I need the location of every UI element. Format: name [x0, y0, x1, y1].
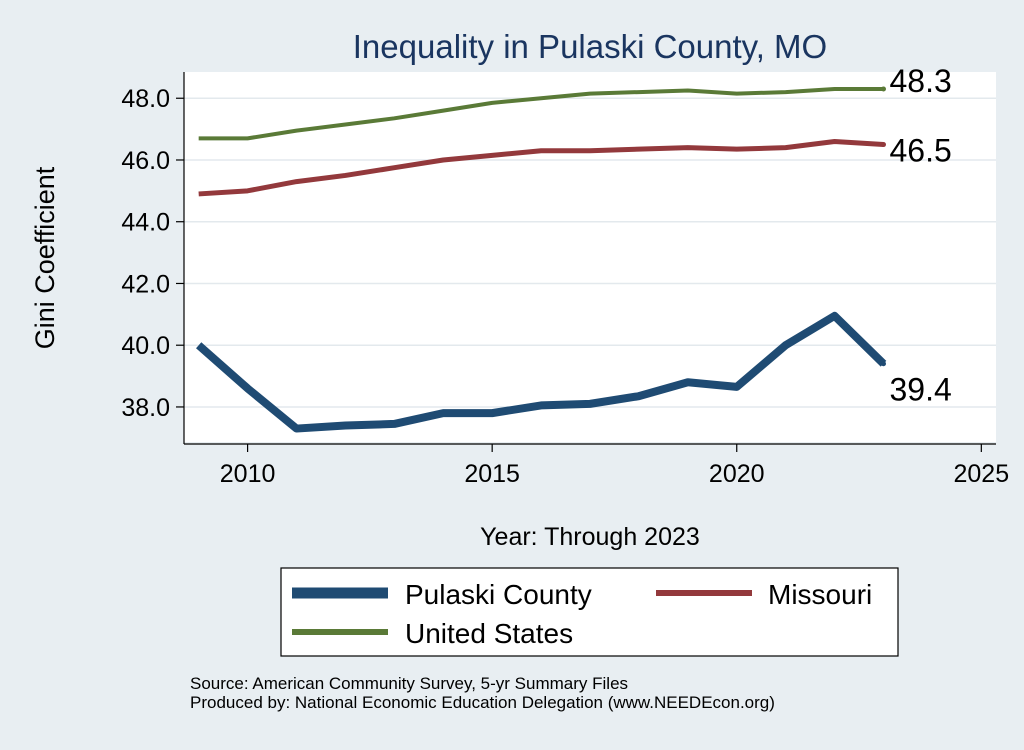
series-line-pulaski-county: [196, 311, 887, 433]
end-labels: 39.4 46.5 48.3: [889, 63, 951, 408]
series-line-missouri: [198, 138, 884, 197]
legend-label-missouri: Missouri: [768, 579, 872, 610]
y-tick-label: 40.0: [121, 332, 170, 360]
x-tick-label: 2015: [464, 460, 520, 488]
end-point-pulaski-county: [880, 361, 886, 367]
x-ticks: 2010 2015 2020 2025: [220, 444, 1009, 488]
legend-label-united-states: United States: [405, 618, 573, 649]
x-tick-label: 2025: [954, 460, 1010, 488]
legend-box: [280, 567, 899, 657]
y-ticks: 38.0 40.0 42.0 44.0 46.0 48.0: [121, 85, 184, 422]
y-axis-title: Gini Coefficient: [30, 166, 60, 349]
x-axis-title: Year: Through 2023: [480, 523, 700, 551]
series-line-united-states: [198, 86, 884, 141]
series-layer: [196, 86, 887, 433]
end-label-united-states: 48.3: [889, 63, 951, 99]
y-tick-label: 38.0: [121, 394, 170, 422]
legend: Pulaski County Missouri United States: [280, 567, 899, 657]
end-label-missouri: 46.5: [889, 133, 951, 169]
y-tick-label: 48.0: [121, 85, 170, 113]
plot-area: [184, 72, 996, 442]
end-label-pulaski-county: 39.4: [889, 372, 951, 408]
x-tick-label: 2010: [220, 460, 276, 488]
end-point-united-states: [880, 86, 886, 92]
chart-title: Inequality in Pulaski County, MO: [353, 28, 827, 65]
x-tick-label: 2020: [709, 460, 765, 488]
producer-note: Produced by: National Economic Education…: [190, 693, 775, 712]
y-tick-label: 44.0: [121, 209, 170, 237]
y-tick-label: 42.0: [121, 270, 170, 298]
source-note: Source: American Community Survey, 5-yr …: [190, 674, 628, 693]
legend-label-pulaski-county: Pulaski County: [405, 579, 592, 610]
y-tick-label: 46.0: [121, 147, 170, 175]
end-point-missouri: [880, 142, 886, 148]
